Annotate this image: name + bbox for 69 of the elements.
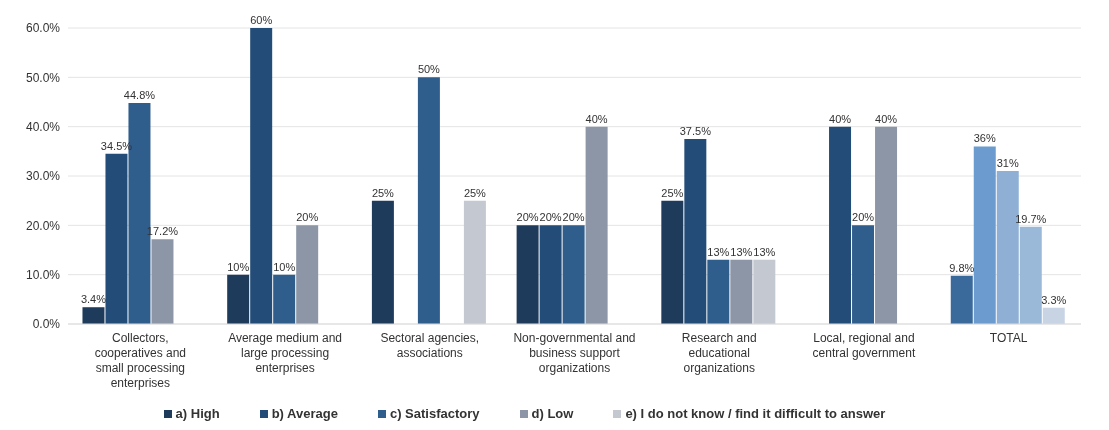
y-tick-label: 60.0%: [25, 21, 61, 36]
legend-label: d) Low: [531, 406, 574, 421]
data-label: 3.3%: [1041, 293, 1067, 306]
legend-label: c) Satisfactory: [389, 406, 480, 421]
y-tick-label: 0.0%: [32, 317, 61, 332]
x-tick-label: Average medium and large processing enterprises: [228, 331, 342, 375]
bar: [82, 307, 105, 324]
x-tick-label: TOTAL: [989, 331, 1028, 345]
bar: [875, 126, 898, 324]
data-label: 60%: [250, 14, 273, 26]
x-tick-label: Non-governmental and business support organizations: [513, 331, 636, 375]
y-tick-label: 40.0%: [25, 119, 61, 134]
data-label: 31%: [996, 157, 1019, 170]
bar: [105, 153, 128, 324]
data-label: 10%: [227, 260, 250, 273]
x-tick-label: Local, regional and central government: [812, 331, 916, 360]
data-label: 20%: [516, 211, 539, 224]
y-tick-label: 10.0%: [25, 267, 61, 282]
bar: [516, 225, 539, 324]
bar: [539, 225, 562, 324]
data-label: 40%: [875, 112, 898, 125]
bar: [227, 274, 250, 324]
data-label: 50%: [417, 63, 441, 76]
bar: [296, 225, 319, 324]
bar: [1042, 307, 1065, 324]
y-tick-label: 50.0%: [25, 70, 61, 85]
x-tick-label: Research and educational organizations: [681, 331, 757, 375]
data-label: 44.8%: [123, 88, 156, 101]
data-label: 40%: [585, 112, 608, 125]
y-tick-label: 20.0%: [25, 218, 61, 233]
bar: [585, 126, 608, 324]
data-label: 37.5%: [679, 125, 712, 137]
legend-label: e) I do not know / find it difficult to answer: [625, 406, 886, 421]
data-label: 25%: [661, 186, 684, 199]
data-label: 19.7%: [1015, 212, 1047, 225]
bar: [753, 259, 776, 324]
bar: [151, 239, 174, 324]
bar: [950, 275, 973, 324]
bar: [417, 77, 440, 324]
bar: [730, 259, 753, 324]
bar: [852, 225, 875, 324]
data-label: 20%: [852, 211, 875, 224]
bar: [250, 28, 273, 324]
data-label: 20%: [539, 211, 562, 224]
bar: [829, 126, 852, 324]
bar: [562, 225, 585, 324]
data-label: 25%: [371, 186, 395, 199]
x-tick-label: Sectoral agencies, associations: [380, 331, 480, 360]
bar: [661, 200, 684, 324]
y-tick-label: 30.0%: [25, 169, 61, 184]
data-label: 9.8%: [949, 261, 975, 274]
bar: [371, 200, 394, 324]
bar: [463, 200, 486, 324]
bar: [707, 259, 730, 324]
data-label: 25%: [463, 186, 487, 199]
bar: [973, 146, 996, 324]
x-tick-label: Collectors, cooperatives and small processing enterprises: [94, 331, 187, 390]
data-label: 20%: [296, 211, 319, 224]
legend-label: b) Average: [271, 406, 338, 421]
data-label: 36%: [973, 132, 996, 145]
legend-label: a) High: [175, 406, 220, 421]
data-label: 13%: [707, 245, 730, 258]
data-label: 13%: [730, 245, 753, 258]
data-label: 13%: [753, 245, 776, 258]
data-label: 20%: [562, 211, 585, 224]
bar: [684, 139, 707, 324]
data-label: 40%: [829, 112, 852, 125]
bar: [273, 274, 296, 324]
data-label: 10%: [273, 260, 296, 273]
